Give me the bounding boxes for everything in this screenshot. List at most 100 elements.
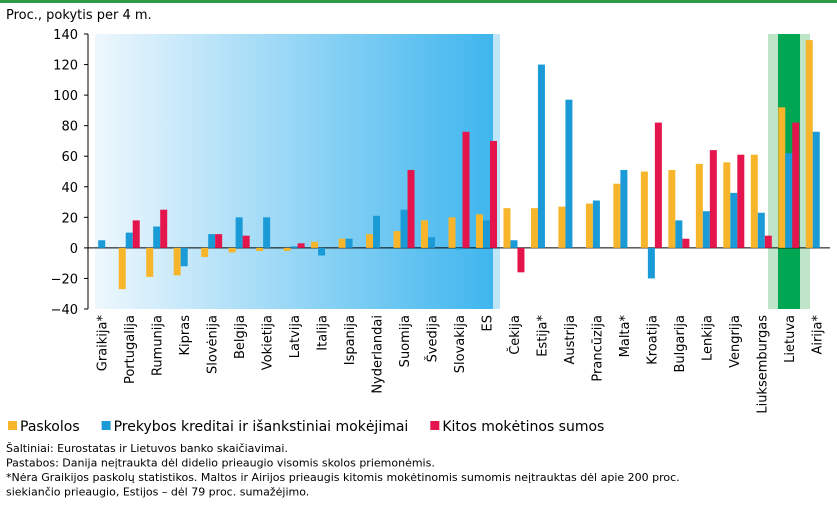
bar (263, 217, 271, 248)
bar (757, 212, 765, 248)
bar (215, 234, 223, 248)
bar (366, 234, 374, 248)
legend-swatch (430, 421, 440, 430)
y-tick-label: 20 (61, 211, 78, 226)
x-tick-label: Lenkija (700, 315, 715, 361)
x-tick-label: Kroatija (645, 315, 660, 365)
y-tick-label: 80 (61, 120, 78, 135)
bar (407, 169, 415, 248)
x-tick-label: Portugalija (123, 315, 138, 384)
bar (654, 122, 662, 248)
bar (503, 208, 511, 248)
bar (125, 232, 133, 248)
x-tick-label: Bulgarija (673, 315, 688, 373)
legend-label: Paskolos (20, 419, 80, 435)
y-tick-label: −40 (51, 303, 78, 318)
bar (201, 247, 209, 258)
eu-background (95, 34, 493, 309)
bar (750, 154, 758, 248)
legend-swatch (101, 421, 111, 430)
bar (482, 220, 490, 248)
bar (180, 247, 188, 267)
bar (208, 234, 216, 248)
x-tick-label: Latvija (288, 315, 303, 358)
bar (153, 226, 161, 248)
x-tick-label: Airija* (810, 315, 825, 355)
bar (118, 247, 126, 290)
bar (290, 246, 298, 248)
bar (462, 131, 470, 248)
footnote: siekiančio prieaugio, Estijos – dėl 79 p… (6, 486, 309, 499)
bar (805, 40, 813, 248)
bar (475, 214, 483, 248)
bar (448, 217, 456, 248)
bar (785, 153, 793, 248)
bar (297, 243, 305, 248)
footnote: Šaltiniai: Eurostatas ir Lietuvos banko … (6, 442, 288, 455)
legend-label: Prekybos kreditai ir išankstiniai mokėji… (114, 419, 409, 435)
bar (242, 235, 250, 248)
x-tick-label: Slovakija (453, 315, 468, 373)
bar (421, 220, 429, 248)
bar (620, 169, 628, 248)
bar (235, 217, 243, 248)
x-tick-label: Čekija (507, 315, 523, 355)
x-tick-label: Austrija (563, 315, 578, 365)
bar (730, 192, 738, 248)
bar (778, 107, 786, 248)
bar (723, 162, 731, 248)
bar (675, 220, 683, 248)
x-tick-label: Graikija* (96, 315, 111, 372)
x-tick-label: Prancūzija (590, 315, 605, 382)
bar (160, 209, 168, 248)
legend-swatch (8, 421, 17, 430)
bar (400, 209, 408, 248)
y-tick-label: 120 (53, 59, 78, 74)
bar (173, 247, 181, 276)
bar (146, 247, 154, 277)
x-tick-label: Lietuva (783, 315, 798, 363)
bar (702, 211, 710, 248)
footnote: Pastabos: Danija neįtraukta dėl didelio … (6, 457, 435, 470)
y-tick-label: 140 (53, 28, 78, 43)
x-tick-label: Rumunija (151, 315, 166, 376)
x-tick-label: Kipras (178, 315, 193, 356)
bar (737, 154, 745, 248)
x-tick-label: Švedija (425, 315, 441, 362)
x-tick-label: Belgija (233, 315, 248, 359)
x-tick-label: Malta* (618, 315, 633, 358)
bar (510, 240, 518, 248)
bar (517, 247, 525, 273)
bar (565, 99, 573, 248)
x-tick-label: Nyderlandai (371, 315, 386, 394)
top-rule (0, 0, 837, 3)
bar (373, 215, 381, 248)
bar (530, 208, 538, 248)
x-tick-label: Vengrija (728, 315, 743, 368)
bar (812, 131, 820, 248)
bar (318, 247, 326, 256)
x-tick-label: Ispanija (343, 315, 358, 365)
bar (682, 238, 690, 248)
bar (792, 122, 800, 248)
bar (345, 238, 353, 248)
bar (338, 238, 346, 248)
x-tick-label: Suomija (398, 315, 413, 367)
bar (98, 240, 106, 248)
bar (311, 241, 319, 248)
y-tick-label: 0 (70, 242, 78, 257)
bar (640, 171, 648, 248)
bar (613, 183, 621, 248)
bar (585, 203, 593, 248)
bar (393, 231, 401, 248)
x-tick-label: Slovėnija (206, 315, 221, 374)
legend-label: Kitos mokėtinos sumos (442, 419, 604, 435)
x-tick-label: Italija (316, 315, 331, 351)
bar (428, 237, 436, 248)
bar (709, 150, 717, 248)
bar (647, 247, 655, 279)
bar (537, 64, 545, 248)
bar (256, 247, 264, 251)
y-tick-label: 100 (53, 89, 78, 104)
bar (764, 235, 772, 248)
